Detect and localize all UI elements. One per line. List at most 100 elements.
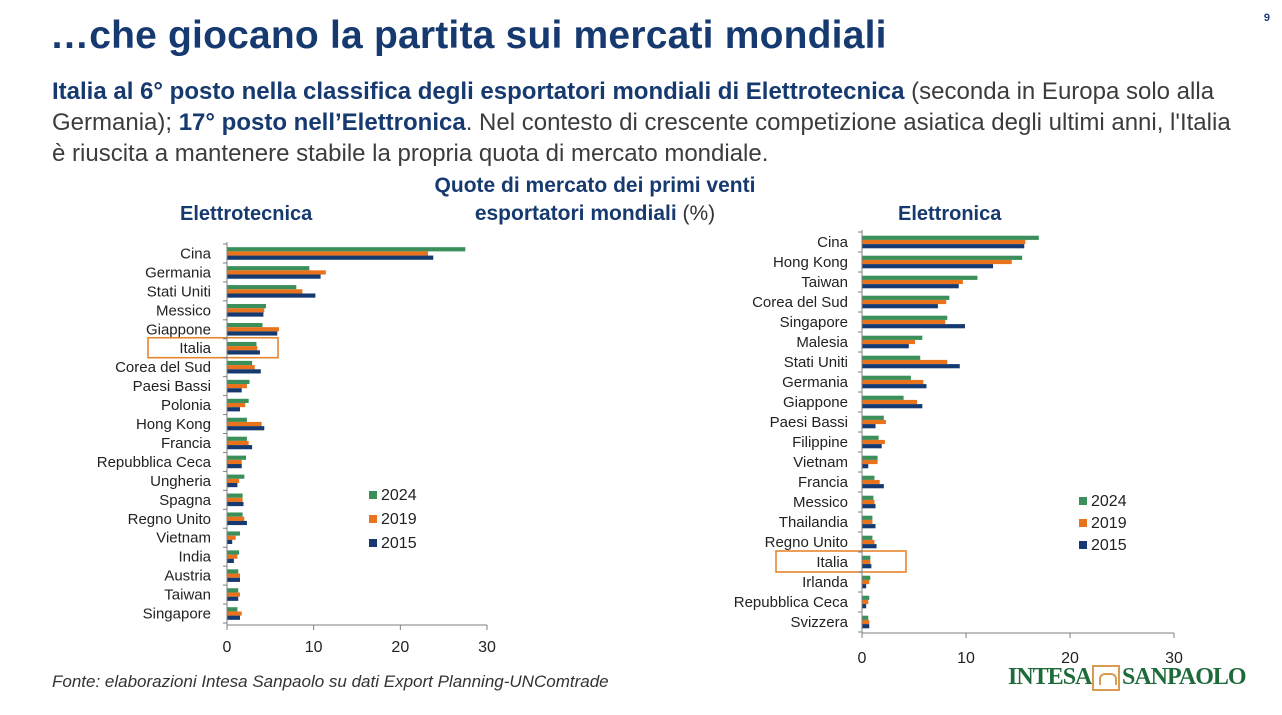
bar-thailandia-2019 xyxy=(862,519,873,525)
bar-italia-2024 xyxy=(862,555,871,560)
bar-singapore-2019 xyxy=(862,319,946,325)
category-label: Francia xyxy=(798,474,849,491)
bar-irlanda-2024 xyxy=(862,575,871,580)
category-label: Cina xyxy=(817,234,849,251)
bar-corea-del-sud-2024 xyxy=(227,360,253,366)
bar-vietnam-2024 xyxy=(227,531,240,536)
bar-svizzera-2015 xyxy=(862,624,870,629)
bar-giappone-2019 xyxy=(862,399,918,405)
legend-label-2024: 2024 xyxy=(381,487,417,504)
bar-stati-uniti-2024 xyxy=(862,355,921,360)
category-label: Hong Kong xyxy=(773,254,848,271)
bar-austria-2015 xyxy=(227,577,240,582)
bar-italia-2024 xyxy=(227,341,257,347)
bar-francia-2019 xyxy=(227,440,249,446)
bar-singapore-2024 xyxy=(862,315,948,320)
bar-austria-2019 xyxy=(227,573,240,578)
bar-stati-uniti-2015 xyxy=(862,364,960,369)
category-label: Stati Uniti xyxy=(784,354,848,371)
bar-messico-2024 xyxy=(227,304,266,309)
bar-repubblica-ceca-2015 xyxy=(862,604,867,609)
bar-stati-uniti-2024 xyxy=(227,285,297,290)
bar-regno-unito-2015 xyxy=(862,544,877,549)
legend-label-2015: 2015 xyxy=(381,535,417,552)
bar-italia-2015 xyxy=(862,564,872,569)
bar-regno-unito-2015 xyxy=(227,520,247,526)
legend-swatch-2024 xyxy=(369,491,377,499)
bar-messico-2015 xyxy=(227,312,264,317)
bar-stati-uniti-2019 xyxy=(227,289,303,294)
bar-giappone-2015 xyxy=(862,404,923,409)
bar-germania-2015 xyxy=(227,274,321,279)
legend-swatch-2024 xyxy=(1079,497,1087,505)
x-tick-label: 20 xyxy=(1061,650,1079,667)
legend-label-2019: 2019 xyxy=(381,511,417,528)
category-label: Stati Uniti xyxy=(147,283,211,300)
bar-regno-unito-2024 xyxy=(227,512,243,517)
bar-austria-2024 xyxy=(227,569,239,574)
bar-taiwan-2015 xyxy=(862,284,959,289)
chart-title: Quote di mercato dei primi venti esporta… xyxy=(410,172,780,228)
bar-corea-del-sud-2019 xyxy=(862,299,947,305)
bar-francia-2024 xyxy=(227,436,247,441)
bar-india-2015 xyxy=(227,558,234,563)
bar-giappone-2024 xyxy=(862,395,904,400)
bar-paesi-bassi-2015 xyxy=(862,424,876,429)
bar-francia-2024 xyxy=(862,475,875,480)
bar-regno-unito-2019 xyxy=(227,516,245,521)
chart-0: Cina Germania Stati Uniti Messico Giappone It… xyxy=(97,242,496,656)
bar-hong-kong-2019 xyxy=(862,259,1012,265)
bar-thailandia-2015 xyxy=(862,524,876,529)
category-label: Cina xyxy=(180,245,212,262)
bar-repubblica-ceca-2019 xyxy=(227,459,242,465)
bar-giappone-2015 xyxy=(227,331,278,336)
category-label: Messico xyxy=(156,302,211,319)
legend-label-2024: 2024 xyxy=(1091,493,1127,510)
bar-spagna-2024 xyxy=(227,493,243,498)
bar-thailandia-2024 xyxy=(862,515,873,520)
bar-vietnam-2024 xyxy=(862,455,878,460)
category-label: Repubblica Ceca xyxy=(734,594,849,611)
bar-cina-2024 xyxy=(862,235,1039,240)
bar-cina-2024 xyxy=(227,247,466,252)
bar-taiwan-2015 xyxy=(227,596,239,601)
category-label: Polonia xyxy=(161,397,212,414)
x-tick-label: 10 xyxy=(957,650,975,667)
bar-irlanda-2015 xyxy=(862,584,867,589)
bar-cina-2019 xyxy=(227,251,429,256)
category-label: Repubblica Ceca xyxy=(97,454,212,471)
subtitle-bold-2: 17° posto nell’Elettronica xyxy=(178,109,466,136)
bar-malesia-2019 xyxy=(862,339,916,345)
category-label: Vietnam xyxy=(156,530,211,547)
bar-francia-2015 xyxy=(862,484,884,489)
bar-italia-2015 xyxy=(227,350,260,355)
category-label: Regno Unito xyxy=(128,511,211,528)
panel-title-elettrotecnica: Elettrotecnica xyxy=(180,203,313,225)
bar-francia-2015 xyxy=(227,445,253,450)
x-tick-label: 30 xyxy=(1165,650,1183,667)
category-label: Spagna xyxy=(159,492,211,509)
x-tick-label: 10 xyxy=(305,639,323,656)
bar-repubblica-ceca-2019 xyxy=(862,599,869,605)
bar-francia-2019 xyxy=(862,479,880,485)
bar-paesi-bassi-2019 xyxy=(227,384,247,389)
bar-singapore-2019 xyxy=(227,611,242,616)
category-label: Giappone xyxy=(783,394,848,411)
chart-title-unit: (%) xyxy=(682,202,716,225)
bar-paesi-bassi-2015 xyxy=(227,388,242,393)
highlight-box-italia xyxy=(147,336,279,359)
bar-cina-2015 xyxy=(862,244,1025,249)
bar-vietnam-2019 xyxy=(227,535,236,540)
bar-filippine-2019 xyxy=(862,439,885,445)
slide-title: …che giocano la partita sui mercati mond… xyxy=(50,14,887,57)
bar-regno-unito-2019 xyxy=(862,539,875,545)
category-label: Singapore xyxy=(143,606,211,623)
subtitle-bold-1: Italia al 6° posto nella classifica degl… xyxy=(52,78,905,105)
bar-italia-2019 xyxy=(862,559,871,565)
bar-hong-kong-2015 xyxy=(227,426,265,431)
x-tick-label: 0 xyxy=(223,639,232,656)
bar-singapore-2015 xyxy=(862,324,965,329)
bar-vietnam-2015 xyxy=(227,539,233,545)
bar-messico-2024 xyxy=(862,495,874,500)
bar-polonia-2019 xyxy=(227,402,246,408)
